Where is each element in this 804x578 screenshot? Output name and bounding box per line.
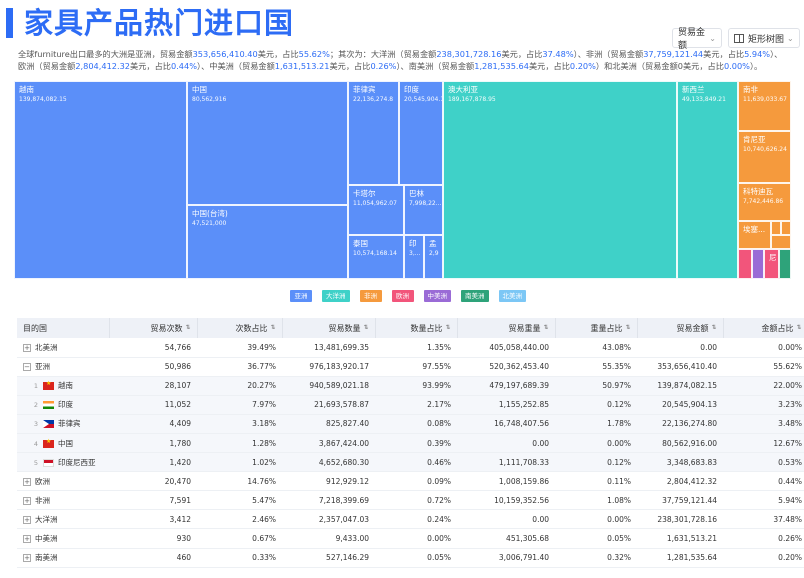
metric-select[interactable]: 贸易金额 ⌄: [672, 28, 722, 51]
table-row: + 欧洲 20,470 14.76% 912,929.12 0.09% 1,008,159…: [17, 471, 804, 492]
table-row: 4中国 1,7801.28%3,867,424.000.39%0.000.00%…: [17, 433, 804, 454]
treemap-tile[interactable]: 越南 139,874,082.15: [14, 81, 187, 279]
expand-icon[interactable]: +: [23, 496, 31, 505]
treemap-tile[interactable]: 新西兰 49,133,849.21: [677, 81, 738, 279]
chart-type-select-value: 矩形树图: [748, 34, 785, 45]
expand-icon[interactable]: +: [23, 343, 31, 352]
treemap-tile[interactable]: 巴林 7,998,22...: [404, 185, 443, 235]
sort-icon[interactable]: ⇅: [445, 324, 451, 331]
table-row: 3 菲律宾 4,409 3.18% 825,827.40 0.08% 16,748,407…: [17, 414, 804, 434]
treemap-tile[interactable]: 孟 2,9: [424, 235, 443, 279]
column-header[interactable]: 重量占比 ⇅: [555, 318, 638, 338]
page-title: 家具产品热门进口国: [24, 6, 295, 40]
column-header[interactable]: 贸易次数 ⇅: [109, 318, 198, 338]
column-header[interactable]: 次数占比 ⇅: [197, 318, 283, 338]
sort-icon[interactable]: ⇅: [363, 324, 369, 331]
chevron-down-icon: ⌄: [709, 33, 716, 43]
treemap-tile[interactable]: 南非 11,639,033.67: [738, 81, 791, 131]
table-row: + 大洋洲 3,412 2.46% 2,357,047.03 0.24% 0.00 0.00…: [17, 509, 804, 530]
column-header[interactable]: 贸易数量 ⇅: [282, 318, 376, 338]
treemap-legend: 亚洲 大洋洲 非洲 欧洲 中美洲 南美洲 北美洲: [290, 290, 526, 302]
title-accent-bar: [6, 8, 13, 38]
treemap-icon: [734, 33, 744, 43]
column-header[interactable]: 贸易金额 ⇅: [637, 318, 724, 338]
treemap-tile[interactable]: 中国(台湾) 47,521,000: [187, 205, 348, 279]
treemap-tile[interactable]: [752, 249, 764, 279]
treemap-tile[interactable]: 印 3,...: [404, 235, 424, 279]
column-header[interactable]: 金额占比 ⇅: [723, 318, 804, 338]
table-row: + 中美洲 930 0.67% 9,433.00 0.00% 451,305.68 0.05…: [17, 528, 804, 549]
sort-icon[interactable]: ⇅: [185, 324, 191, 331]
treemap-tile[interactable]: 卡塔尔 11,054,962.07: [348, 185, 404, 235]
sort-icon[interactable]: ⇅: [796, 324, 802, 331]
expand-icon[interactable]: +: [23, 534, 31, 543]
table-row: + 南美洲 460 0.33% 527,146.29 0.05% 3,006,791.40…: [17, 548, 804, 568]
legend-item-north-america[interactable]: 北美洲: [498, 290, 526, 302]
chevron-down-icon: ⌄: [787, 33, 794, 43]
treemap-tile[interactable]: [781, 221, 791, 235]
chart-type-select[interactable]: 矩形树图 ⌄: [728, 28, 800, 48]
treemap-tile[interactable]: 肯尼亚 10,740,626.24: [738, 131, 791, 183]
treemap-tile[interactable]: [738, 249, 752, 279]
legend-item-asia[interactable]: 亚洲: [290, 290, 312, 302]
sort-icon[interactable]: ⇅: [543, 324, 549, 331]
legend-item-europe[interactable]: 欧洲: [391, 290, 414, 302]
treemap-tile[interactable]: 澳大利亚 189,167,878.95: [443, 81, 677, 279]
column-header[interactable]: 数量占比 ⇅: [375, 318, 458, 338]
india-flag-icon: [43, 401, 54, 410]
treemap-tile[interactable]: 尼: [764, 249, 779, 279]
expand-icon[interactable]: +: [23, 515, 31, 524]
treemap-tile[interactable]: [771, 235, 791, 249]
sort-icon[interactable]: ⇅: [711, 324, 717, 331]
legend-item-south-america[interactable]: 南美洲: [461, 290, 489, 302]
table-row: + 北美洲 54,766 39.49% 13,481,699.35 1.35% 405,0…: [17, 338, 804, 358]
treemap-tile[interactable]: 菲律宾 22,136,274.8: [348, 81, 399, 185]
table-header-row: 目的国 贸易次数 ⇅ 次数占比 ⇅ 贸易数量 ⇅ 数量占比 ⇅ 贸易重量 ⇅ 重量占比 ⇅ …: [17, 318, 804, 338]
table-row: − 亚洲 50,986 36.77% 976,183,920.17 97.55% 520,…: [17, 357, 804, 377]
treemap-tile[interactable]: [771, 221, 781, 235]
sort-icon[interactable]: ⇅: [270, 324, 276, 331]
table-row: 5 印度尼西亚 1,420 1.02% 4,652,680.30 0.46% 1,111,…: [17, 452, 804, 473]
column-header[interactable]: 贸易重量 ⇅: [457, 318, 556, 338]
treemap-tile[interactable]: 中国 80,562,916: [187, 81, 348, 205]
summary-text: 全球furniture出口最多的大洲是亚洲，贸易金额353,656,410.40…: [18, 49, 783, 71]
table-row: 2 印度 11,052 7.97% 21,693,578.87 2.17% 1,155,2…: [17, 395, 804, 415]
sort-icon[interactable]: ⇅: [625, 324, 631, 331]
expand-icon[interactable]: +: [23, 554, 31, 563]
data-table: 目的国 贸易次数 ⇅ 次数占比 ⇅ 贸易数量 ⇅ 数量占比 ⇅ 贸易重量 ⇅ 重量占比 ⇅ …: [17, 318, 804, 568]
china-flag-icon: [43, 438, 54, 448]
legend-item-central-america[interactable]: 中美洲: [423, 290, 451, 302]
expand-icon[interactable]: +: [23, 477, 31, 486]
legend-item-africa[interactable]: 非洲: [359, 290, 382, 302]
vietnam-flag-icon: [43, 380, 54, 391]
treemap-tile[interactable]: 埃塞...: [738, 221, 771, 249]
metric-select-value: 贸易金额: [678, 28, 706, 51]
treemap-tile[interactable]: 科特迪瓦 7,742,446.86: [738, 183, 791, 221]
philippines-flag-icon: [43, 420, 54, 429]
table-row: + 非洲 7,591 5.47% 7,218,399.69 0.72% 10,159,35…: [17, 490, 804, 511]
treemap-tile[interactable]: 泰国 10,574,168.14: [348, 235, 404, 279]
table-row: 1越南 28,10720.27%940,589,021.1893.99%479,…: [17, 376, 804, 396]
collapse-icon[interactable]: −: [23, 363, 31, 372]
legend-item-oceania[interactable]: 大洋洲: [322, 290, 350, 302]
treemap-chart: 越南 139,874,082.15 中国 80,562,916 中国(台湾) 47,5…: [14, 81, 791, 279]
indonesia-flag-icon: [43, 458, 54, 467]
treemap-tile[interactable]: [779, 249, 791, 279]
column-header: 目的国: [17, 318, 110, 338]
